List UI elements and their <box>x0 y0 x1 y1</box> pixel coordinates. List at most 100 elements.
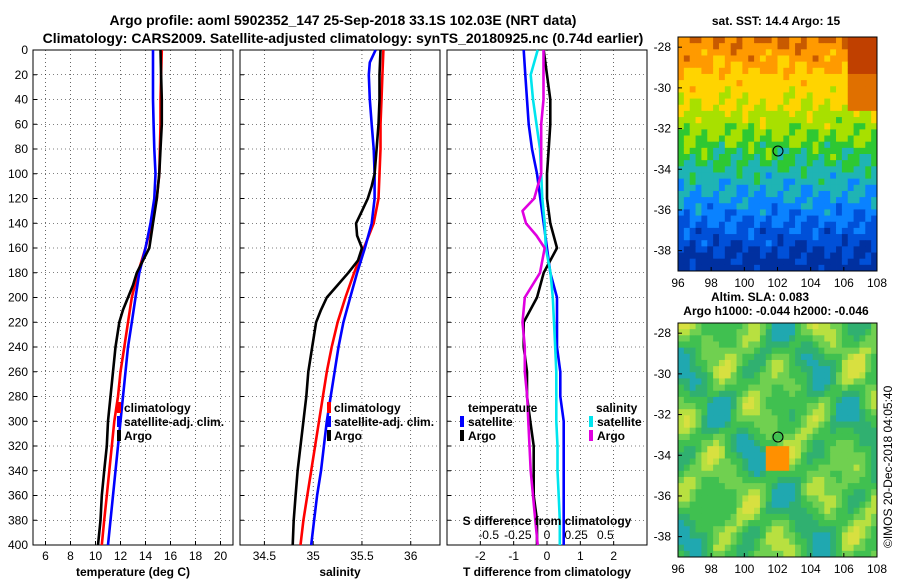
map-cell <box>695 203 702 210</box>
map-cell <box>707 403 714 410</box>
map-cell <box>765 227 773 235</box>
map-cell <box>695 61 702 69</box>
map-cell <box>824 240 831 247</box>
map-cell <box>707 544 714 552</box>
map-cell <box>759 37 767 44</box>
map-cell <box>759 446 767 453</box>
map-cell <box>789 520 796 527</box>
map-cell <box>742 49 749 56</box>
map-cell <box>830 227 837 235</box>
map-cell <box>742 43 749 50</box>
map-cell <box>871 252 878 260</box>
map-cell <box>736 544 743 552</box>
map-cell <box>718 415 726 422</box>
map-cell <box>765 117 773 124</box>
map-cell <box>771 135 778 143</box>
map-cell <box>818 452 825 459</box>
map-cell <box>777 92 784 99</box>
map-cell <box>853 55 860 63</box>
map-cell <box>713 37 720 44</box>
map-cell <box>847 184 854 192</box>
map-cell <box>783 49 790 56</box>
t-difference-axis-label: T difference from climatology <box>463 565 631 579</box>
map-cell <box>713 403 720 410</box>
map-cell <box>683 427 691 435</box>
map-cell <box>730 495 737 502</box>
map-cell <box>847 550 854 558</box>
map-cell <box>736 141 743 149</box>
map-cell <box>853 215 860 223</box>
map-cell <box>713 538 720 546</box>
map-cell <box>765 184 773 192</box>
map-cell <box>718 37 726 44</box>
map-cell <box>783 215 790 223</box>
map-cell <box>777 104 784 112</box>
map-cell <box>730 520 737 527</box>
map-cell <box>824 520 831 527</box>
argo-location-marker <box>772 431 784 443</box>
map-cell <box>695 43 702 50</box>
map-cell <box>841 396 849 404</box>
map-cell <box>724 49 732 56</box>
map-cell <box>771 532 778 539</box>
map-cell <box>689 396 696 404</box>
map-cell <box>742 246 749 253</box>
map-cell <box>818 526 825 533</box>
map-cell <box>713 335 720 342</box>
map-cell <box>836 378 843 385</box>
map-cell <box>678 440 685 447</box>
map-cell <box>795 470 802 478</box>
map-cell <box>718 135 726 143</box>
map-cell <box>765 446 773 453</box>
map-cell <box>806 147 814 155</box>
y-tick-label: 160 <box>8 241 28 255</box>
map-cell <box>795 421 802 429</box>
map-cell <box>771 37 778 44</box>
map-cell <box>742 532 749 539</box>
map-cell <box>695 110 702 118</box>
map-cell <box>795 464 802 472</box>
map-cell <box>730 396 737 404</box>
map-cell <box>847 43 854 50</box>
map-cell <box>736 507 743 515</box>
map-cell <box>847 135 854 143</box>
map-cell <box>800 341 808 349</box>
map-cell <box>771 513 778 521</box>
map-cell <box>789 117 796 124</box>
map-cell <box>812 61 819 69</box>
map-cell <box>718 203 726 210</box>
map-cell <box>759 264 767 272</box>
map-cell <box>777 141 784 149</box>
map-cell <box>771 347 778 355</box>
map-cell <box>730 147 737 155</box>
map-cell <box>759 43 767 50</box>
map-cell <box>859 329 866 336</box>
map-cell <box>713 550 720 558</box>
map-cell <box>713 384 720 392</box>
map-cell <box>824 378 831 385</box>
map-cell <box>736 98 743 106</box>
map-cell <box>730 178 737 186</box>
map-cell <box>742 172 749 180</box>
map-cell <box>818 544 825 552</box>
map-cell <box>818 197 825 204</box>
map-cell <box>806 49 814 56</box>
map-cell <box>759 117 767 124</box>
map-cell <box>865 532 872 539</box>
map-cell <box>765 390 773 398</box>
map-cell <box>824 98 831 106</box>
map-cell <box>689 197 696 204</box>
map-cell <box>783 73 790 81</box>
map-cell <box>841 544 849 552</box>
map-cell <box>871 446 878 453</box>
map-cell <box>730 409 737 416</box>
map-cell <box>806 323 814 330</box>
map-cell <box>812 403 819 410</box>
map-cell <box>871 190 878 198</box>
map-cell <box>724 446 732 453</box>
map-cell <box>841 366 849 373</box>
map-cell <box>713 329 720 336</box>
map-cell <box>765 197 773 204</box>
map-cell <box>754 329 761 336</box>
map-cell <box>759 104 767 112</box>
